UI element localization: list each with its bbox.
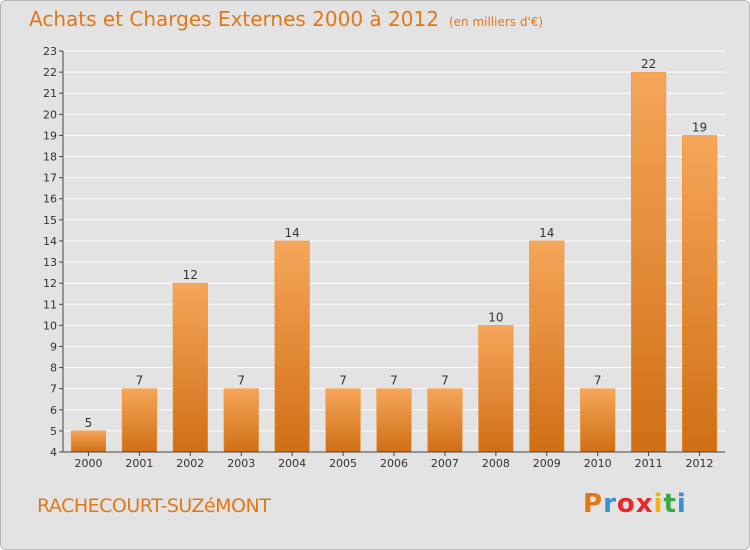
bar [529,240,565,453]
data-label: 7 [237,374,245,388]
y-tick-label: 17 [43,172,57,185]
x-tick-label: 2011 [635,457,663,470]
y-tick-label: 8 [50,362,57,375]
y-tick-label: 18 [43,151,57,164]
y-tick-label: 21 [43,87,57,100]
logo-letter: i [676,489,687,519]
logo-letter: t [663,489,677,519]
data-label: 7 [594,374,602,388]
y-tick-label: 5 [50,425,57,438]
x-tick-label: 2009 [533,457,561,470]
data-labels: 5 7 12 7 14 7 7 7 10 14 7 22 19 [85,57,708,430]
data-label: 10 [488,310,503,324]
x-axis-tick-labels: 2000 2001 2002 2003 2004 2005 2006 2007 2008 2009… [74,457,713,470]
y-tick-label: 9 [50,340,57,353]
y-tick-label: 13 [43,256,57,269]
chart-unit: (en milliers d'€) [448,15,544,29]
bar [274,240,310,453]
x-tick-label: 2004 [278,457,306,470]
y-tick-label: 10 [43,319,57,332]
town-name: RACHECOURT-SUZéMONT [37,495,271,517]
data-label: 19 [692,120,707,134]
logo-letter: r [603,489,617,519]
y-tick-label: 16 [43,193,57,206]
data-label: 5 [85,416,93,430]
data-label: 7 [339,374,347,388]
data-label: 12 [183,268,198,282]
bar [376,388,412,453]
y-tick-label: 15 [43,214,57,227]
data-label: 7 [136,374,144,388]
logo-letter: x [635,489,654,519]
chart-title-text: Achats et Charges Externes 2000 à 2012 [29,7,439,31]
logo-letter: o [616,489,636,519]
x-tick-label: 2000 [74,457,102,470]
axes [59,50,725,456]
bar [631,71,667,453]
bar [681,135,718,453]
y-tick-label: 14 [43,235,57,248]
x-tick-label: 2012 [686,457,714,470]
y-tick-label: 23 [43,45,57,58]
bar [478,325,514,453]
bar [172,282,208,453]
bars [70,71,718,453]
x-tick-label: 2001 [125,457,153,470]
x-tick-label: 2007 [431,457,459,470]
x-tick-label: 2003 [227,457,255,470]
data-label: 22 [641,57,656,71]
y-tick-label: 4 [50,446,57,459]
x-tick-label: 2002 [176,457,204,470]
x-tick-label: 2010 [584,457,612,470]
bar [121,388,157,453]
data-label: 14 [539,226,554,240]
data-label: 7 [441,374,449,388]
y-tick-label: 7 [50,383,57,396]
data-label: 7 [390,374,398,388]
y-tick-label: 11 [43,298,57,311]
y-tick-label: 20 [43,108,57,121]
y-tick-label: 22 [43,66,57,79]
y-tick-label: 6 [50,404,57,417]
x-tick-label: 2005 [329,457,357,470]
logo-letter: P [583,489,604,519]
data-label: 14 [285,226,300,240]
logo-letter: i [653,489,664,519]
bar [427,388,463,453]
proxiti-logo: Proxiti [583,489,687,519]
y-axis-tick-labels: 4 5 6 7 8 9 10 11 12 13 14 15 16 17 18 19 20 21 22 23 [43,45,57,459]
y-tick-label: 19 [43,129,57,142]
x-tick-label: 2006 [380,457,408,470]
bar [223,388,259,453]
bar [325,388,361,453]
bar [70,430,107,453]
x-tick-label: 2008 [482,457,510,470]
y-tick-label: 12 [43,277,57,290]
bar [580,388,616,453]
chart-title: Achats et Charges Externes 2000 à 2012 (e… [29,7,543,31]
